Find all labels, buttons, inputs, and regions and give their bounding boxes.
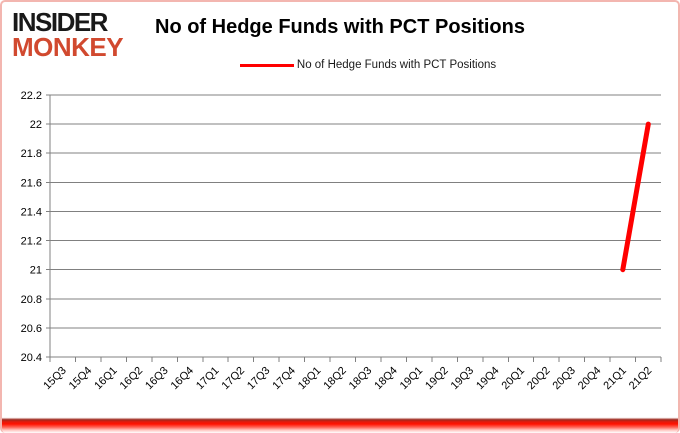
legend-line-swatch: [239, 63, 294, 67]
x-axis-label: 15Q4: [67, 365, 95, 393]
x-axis-label: 20Q4: [576, 365, 604, 393]
x-axis-label: 20Q2: [525, 365, 553, 393]
x-axis-label: 21Q1: [601, 365, 629, 393]
x-axis-label: 17Q4: [270, 365, 298, 393]
data-series-line: [620, 121, 651, 273]
x-axis-label: 15Q3: [41, 365, 69, 393]
insider-monkey-logo: INSIDER MONKEY: [12, 7, 124, 62]
chart-title: No of Hedge Funds with PCT Positions: [155, 16, 525, 38]
x-axis-label: 20Q1: [500, 365, 528, 393]
y-axis-label: 21: [30, 265, 42, 277]
y-axis-label: 21.8: [21, 148, 42, 160]
x-axis-label: 19Q4: [474, 365, 502, 393]
x-axis-label: 21Q2: [627, 365, 655, 393]
x-axis-label: 16Q4: [169, 365, 197, 393]
x-axis-label: 16Q3: [143, 365, 171, 393]
y-axis-label: 22: [30, 119, 42, 131]
y-axis-label: 22.2: [21, 90, 42, 102]
x-axis-label: 20Q3: [550, 365, 578, 393]
logo-monkey-text: MONKEY: [12, 31, 124, 62]
logo-insider-text: INSIDER: [12, 7, 108, 37]
legend-label: No of Hedge Funds with PCT Positions: [296, 59, 497, 71]
legend: No of Hedge Funds with PCT Positions: [30, 59, 678, 71]
y-axis-label: 21.4: [21, 206, 42, 218]
y-axis-label: 20.4: [21, 352, 42, 364]
x-axis-label: 18Q1: [296, 365, 324, 393]
x-axis-label: 18Q4: [372, 365, 400, 393]
x-axis-label: 16Q2: [118, 365, 146, 393]
x-axis-label: 18Q3: [347, 365, 375, 393]
y-axis-label: 21.6: [21, 177, 42, 189]
x-axis-label: 16Q1: [92, 365, 120, 393]
y-axis-label: 20.6: [21, 323, 42, 335]
x-axis-label: 17Q1: [194, 365, 222, 393]
y-axis-label: 20.8: [21, 294, 42, 306]
x-axis-label: 18Q2: [321, 365, 349, 393]
y-axis-label: 21.2: [21, 236, 42, 248]
x-axis-label: 17Q3: [245, 365, 273, 393]
x-axis-label: 19Q2: [423, 365, 451, 393]
x-axis-label: 19Q1: [398, 365, 426, 393]
x-axis-label: 17Q2: [220, 365, 248, 393]
x-axis-label: 19Q3: [449, 365, 477, 393]
